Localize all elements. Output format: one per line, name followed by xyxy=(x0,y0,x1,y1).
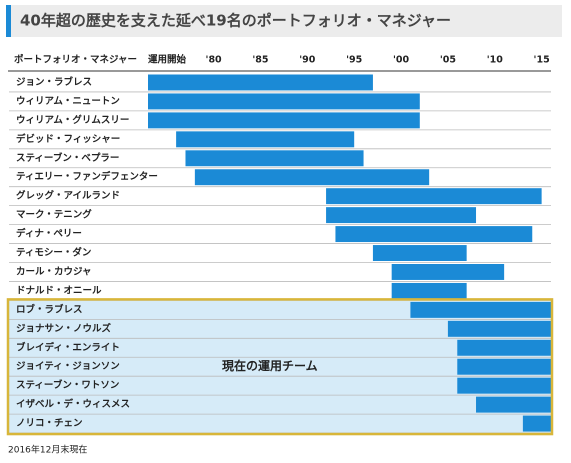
manager-name: ウィリアム・ニュートン xyxy=(16,96,120,107)
tenure-bar xyxy=(326,188,542,205)
manager-name: ティエリー・ファンデフェンター xyxy=(16,171,158,183)
manager-name: スティーブン・ベプラー xyxy=(16,152,119,164)
manager-name: ブレイディ・エンライト xyxy=(16,341,120,353)
tenure-bar xyxy=(372,245,467,261)
manager-name: ディナ・ペリー xyxy=(16,228,82,240)
manager-name: ティモシー・ダン xyxy=(16,247,91,259)
x-tick-label: '00 xyxy=(393,55,410,66)
tenure-bar xyxy=(457,339,551,356)
tenure-bar xyxy=(148,112,420,129)
footnote: 2016年12月末現在 xyxy=(8,444,87,456)
title-bar xyxy=(6,5,562,37)
manager-name: カール・カウジャ xyxy=(16,266,92,277)
manager-name: ロブ・ラブレス xyxy=(16,303,83,315)
manager-name: グレッグ・アイルランド xyxy=(16,190,120,202)
x-tick-label: '85 xyxy=(252,55,268,66)
chart-title: 40年超の歴史を支えた延べ19名のポートフォリオ・マネジャー xyxy=(20,12,451,30)
tenure-bar xyxy=(410,301,551,318)
tenure-bar xyxy=(148,74,373,91)
tenure-bar xyxy=(457,377,551,394)
manager-name: ジョナサン・ノウルズ xyxy=(16,322,112,334)
x-tick-label: '90 xyxy=(299,55,316,66)
tenure-bar xyxy=(457,358,551,375)
tenure-bar xyxy=(447,320,551,337)
x-tick-label: '80 xyxy=(206,55,223,66)
tenure-bar xyxy=(391,264,505,280)
current-team-label: 現在の運用チーム xyxy=(222,358,318,373)
manager-name: デビッド・フィッシャー xyxy=(16,133,120,145)
x-tick-label: '10 xyxy=(487,55,504,66)
tenure-bar xyxy=(148,93,420,110)
start-header: 運用開始 xyxy=(148,54,187,66)
tenure-bar xyxy=(194,169,430,186)
tenure-bar xyxy=(326,207,477,224)
tenure-bar xyxy=(185,150,364,167)
x-tick-label: '05 xyxy=(440,55,456,66)
manager-name: イザベル・デ・ウィスメス xyxy=(16,398,130,410)
manager-name: ドナルド・オニール xyxy=(16,285,102,296)
manager-name: マーク・テニング xyxy=(16,209,92,221)
manager-name: ジョン・ラブレス xyxy=(16,76,92,88)
x-tick-label: '95 xyxy=(346,55,362,66)
name-header: ポートフォリオ・マネジャー xyxy=(14,54,137,66)
tenure-bar xyxy=(476,396,551,413)
manager-name: ノリコ・チェン xyxy=(16,418,83,429)
tenure-bar xyxy=(391,282,467,299)
current-team-frame xyxy=(6,298,554,436)
manager-name: ジョイティ・ジョンソン xyxy=(16,361,120,372)
tenure-bar xyxy=(522,415,551,432)
manager-name: スティーブン・ワトソン xyxy=(16,379,119,391)
tenure-bar xyxy=(335,226,533,243)
tenure-bar xyxy=(176,131,355,148)
manager-name: ウィリアム・グリムスリー xyxy=(16,114,129,126)
x-tick-label: '15 xyxy=(534,55,550,66)
title-accent xyxy=(6,5,11,37)
